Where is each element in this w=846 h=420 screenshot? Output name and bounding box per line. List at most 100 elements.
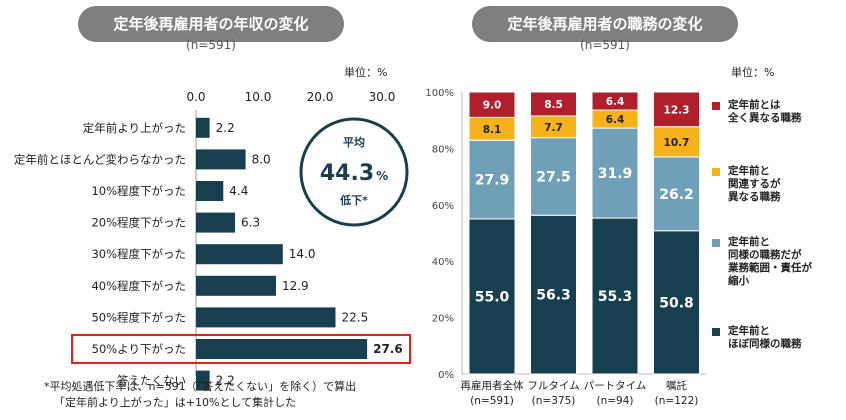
bar-value-label: 6.3 xyxy=(241,216,260,230)
left-chart-title: 定年後再雇用者の年収の変化 xyxy=(78,6,344,42)
segment-value-label: 6.4 xyxy=(606,114,625,126)
category-label: 30%程度下がった xyxy=(91,247,186,261)
bar xyxy=(196,275,276,296)
category-label: 40%程度下がった xyxy=(91,279,186,293)
category-label: 20%程度下がった xyxy=(91,216,186,230)
footnote-line-1: *平均処遇低下率は、n=591（「答えたくない」を除く）で算出 xyxy=(44,380,357,393)
category-label: パートタイム xyxy=(584,380,647,392)
segment-value-label: 50.8 xyxy=(659,295,694,311)
bar xyxy=(196,370,210,391)
right-chart-title: 定年後再雇用者の職務の変化 xyxy=(472,6,738,42)
segment-value-label: 55.3 xyxy=(598,289,633,305)
stacked-segment xyxy=(591,217,639,375)
bar-value-label: 8.0 xyxy=(252,152,271,166)
callout-top-label: 平均 xyxy=(343,135,365,149)
bar-value-label: 2.2 xyxy=(216,121,235,135)
stacked-segment xyxy=(530,137,577,216)
callout-value: 44.3% xyxy=(320,161,388,186)
category-label: 定年前とほとんど変わらなかった xyxy=(14,152,186,166)
bar xyxy=(196,244,283,265)
bar xyxy=(196,212,236,233)
legend-swatch xyxy=(712,168,720,176)
bar xyxy=(196,307,336,328)
legend-label: 定年前と 同様の職務だが 業務範囲・責任が 縮小 xyxy=(728,236,812,287)
category-label: 10%程度下がった xyxy=(91,184,186,198)
segment-value-label: 8.5 xyxy=(544,99,563,111)
y-tick-label: 20% xyxy=(432,314,454,325)
legend-label: 定年前と 関連するが 異なる職務 xyxy=(728,165,781,203)
stacked-segment xyxy=(468,218,516,375)
x-tick-label: 0.0 xyxy=(186,90,205,104)
stacked-segment xyxy=(653,230,700,375)
bar xyxy=(196,181,224,201)
x-tick-label: 30.0 xyxy=(369,90,396,104)
right-chart-unit: 単位：% xyxy=(731,66,775,79)
y-tick-label: 40% xyxy=(432,257,454,268)
category-label: 嘱託 xyxy=(666,379,687,392)
category-label: 再雇用者全体 xyxy=(461,379,524,392)
highlight-frame xyxy=(71,334,411,364)
segment-value-label: 31.9 xyxy=(598,166,633,182)
legend-swatch xyxy=(712,239,720,247)
callout-value-number: 44.3 xyxy=(320,161,374,186)
category-label: 答えたくない xyxy=(117,374,186,388)
average-callout-circle xyxy=(299,117,409,227)
bar-value-label: 27.6 xyxy=(373,342,403,356)
stacked-segment xyxy=(530,91,577,117)
bar xyxy=(196,149,246,170)
right-chart-subtitle: (n=591) xyxy=(580,38,630,52)
bar-value-label: 14.0 xyxy=(289,247,316,261)
y-tick-label: 100% xyxy=(425,88,454,99)
segment-value-label: 9.0 xyxy=(483,100,502,112)
left-chart-unit: 単位：% xyxy=(344,66,388,79)
bar xyxy=(196,339,368,359)
stacked-segment xyxy=(468,139,516,220)
segment-value-label: 26.2 xyxy=(659,187,694,203)
legend-swatch xyxy=(712,328,720,336)
stacked-segment xyxy=(591,127,639,219)
category-label: 定年前より上がった xyxy=(83,121,186,135)
legend-item-1: 定年前と ほぼ同様の職務 xyxy=(712,325,802,351)
callout-bottom-label: 低下* xyxy=(339,193,368,207)
y-tick-label: 60% xyxy=(432,201,454,212)
bar-value-label: 2.2 xyxy=(216,374,235,388)
y-tick-label: 80% xyxy=(432,144,454,155)
segment-value-label: 56.3 xyxy=(536,288,571,304)
legend-label: 定年前とは 全く異なる職務 xyxy=(728,99,802,124)
callout-value-suffix: % xyxy=(376,169,388,183)
stacked-segment xyxy=(591,91,639,111)
x-tick-label: 10.0 xyxy=(245,90,272,104)
legend-item-4: 定年前とは 全く異なる職務 xyxy=(712,99,802,125)
category-n-label: (n=94) xyxy=(596,395,633,407)
category-label: 50%程度下がった xyxy=(91,310,186,324)
segment-value-label: 7.7 xyxy=(544,122,563,134)
segment-value-label: 12.3 xyxy=(664,104,690,116)
segment-value-label: 27.9 xyxy=(475,173,510,189)
segment-value-label: 6.4 xyxy=(606,96,625,108)
legend-swatch xyxy=(712,102,720,110)
y-tick-label: 0% xyxy=(438,370,454,381)
bar xyxy=(196,117,210,138)
category-n-label: (n=375) xyxy=(532,395,576,407)
legend-item-2: 定年前と 同様の職務だが 業務範囲・責任が 縮小 xyxy=(712,236,812,288)
left-chart-subtitle: (n=591) xyxy=(186,38,236,52)
bar-value-label: 4.4 xyxy=(229,184,248,198)
category-n-label: (n=122) xyxy=(655,395,699,407)
x-tick-label: 20.0 xyxy=(307,90,334,104)
footnote-line-2: 「定年前より上がった」は+10%として集計した xyxy=(54,396,297,409)
category-label: 50%より下がった xyxy=(92,342,186,356)
legend-item-3: 定年前と 関連するが 異なる職務 xyxy=(712,165,781,204)
legend-label: 定年前と ほぼ同様の職務 xyxy=(728,325,802,350)
segment-value-label: 8.1 xyxy=(483,124,502,136)
bar-value-label: 12.9 xyxy=(282,279,309,293)
stacked-segment xyxy=(653,91,700,128)
stacked-segment xyxy=(468,91,516,118)
segment-value-label: 55.0 xyxy=(475,289,510,305)
category-n-label: (n=591) xyxy=(470,395,514,407)
category-label: フルタイム xyxy=(527,380,579,392)
stacked-segment xyxy=(653,156,700,232)
bar-value-label: 22.5 xyxy=(342,310,369,324)
segment-value-label: 10.7 xyxy=(664,137,690,149)
